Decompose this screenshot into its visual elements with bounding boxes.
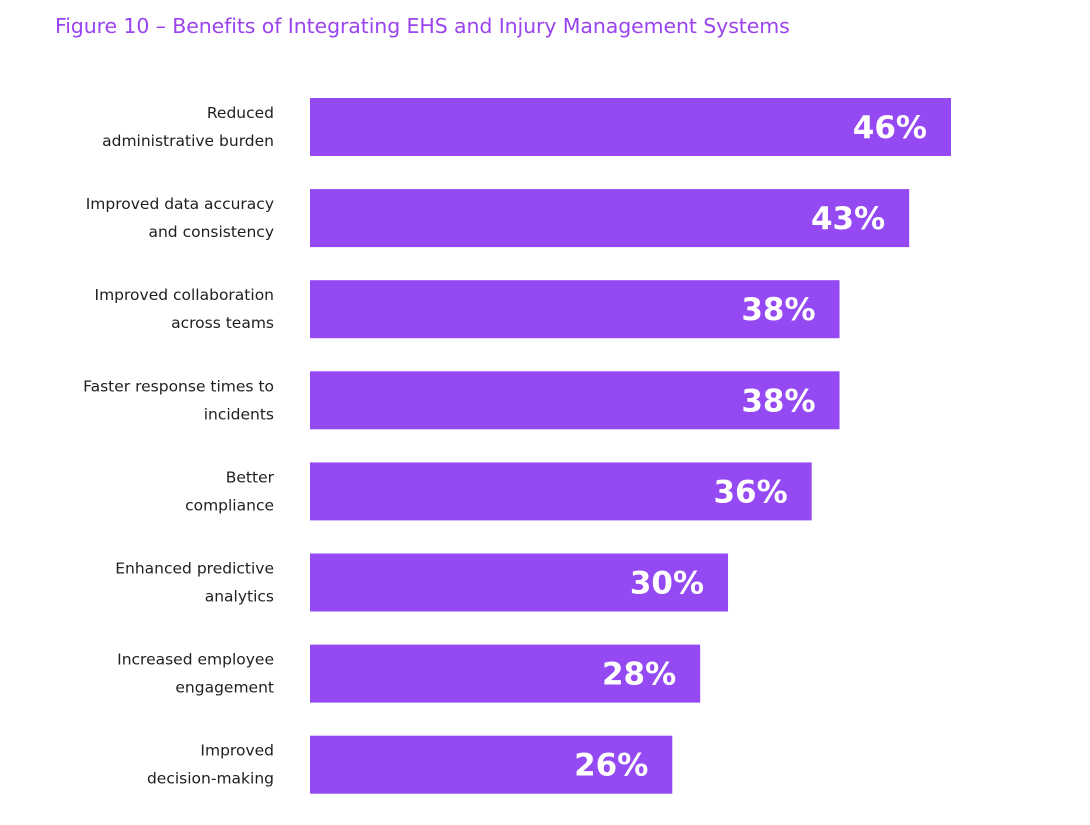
category-label: Increased employee engagement: [117, 651, 274, 697]
bar: [310, 371, 840, 430]
bar: [310, 462, 812, 521]
bar: [310, 280, 840, 339]
bar-value-label: 26%: [574, 748, 648, 784]
bar-value-label: 46%: [853, 110, 927, 146]
bar: [310, 644, 701, 703]
category-label: Improved decision-making: [147, 742, 274, 788]
category-label: Faster response times to incidents: [83, 377, 274, 423]
category-label: Enhanced predictive analytics: [115, 560, 274, 606]
category-label: Improved data accuracy and consistency: [86, 195, 274, 241]
bar-value-label: 28%: [602, 657, 676, 693]
bar-value-label: 43%: [811, 201, 885, 237]
bar: [310, 553, 729, 612]
bar-value-label: 30%: [630, 566, 704, 602]
category-label: Better compliance: [185, 468, 275, 514]
bar-value-label: 38%: [741, 383, 815, 419]
category-label: Reduced administrative burden: [102, 104, 274, 150]
category-label: Improved collaboration across teams: [95, 286, 275, 332]
chart-title: Figure 10 – Benefits of Integrating EHS …: [55, 14, 790, 38]
bar-value-label: 36%: [713, 474, 787, 510]
bar-value-label: 38%: [741, 292, 815, 328]
bar: [310, 98, 951, 156]
bar: [310, 189, 910, 248]
bar: [310, 735, 673, 794]
